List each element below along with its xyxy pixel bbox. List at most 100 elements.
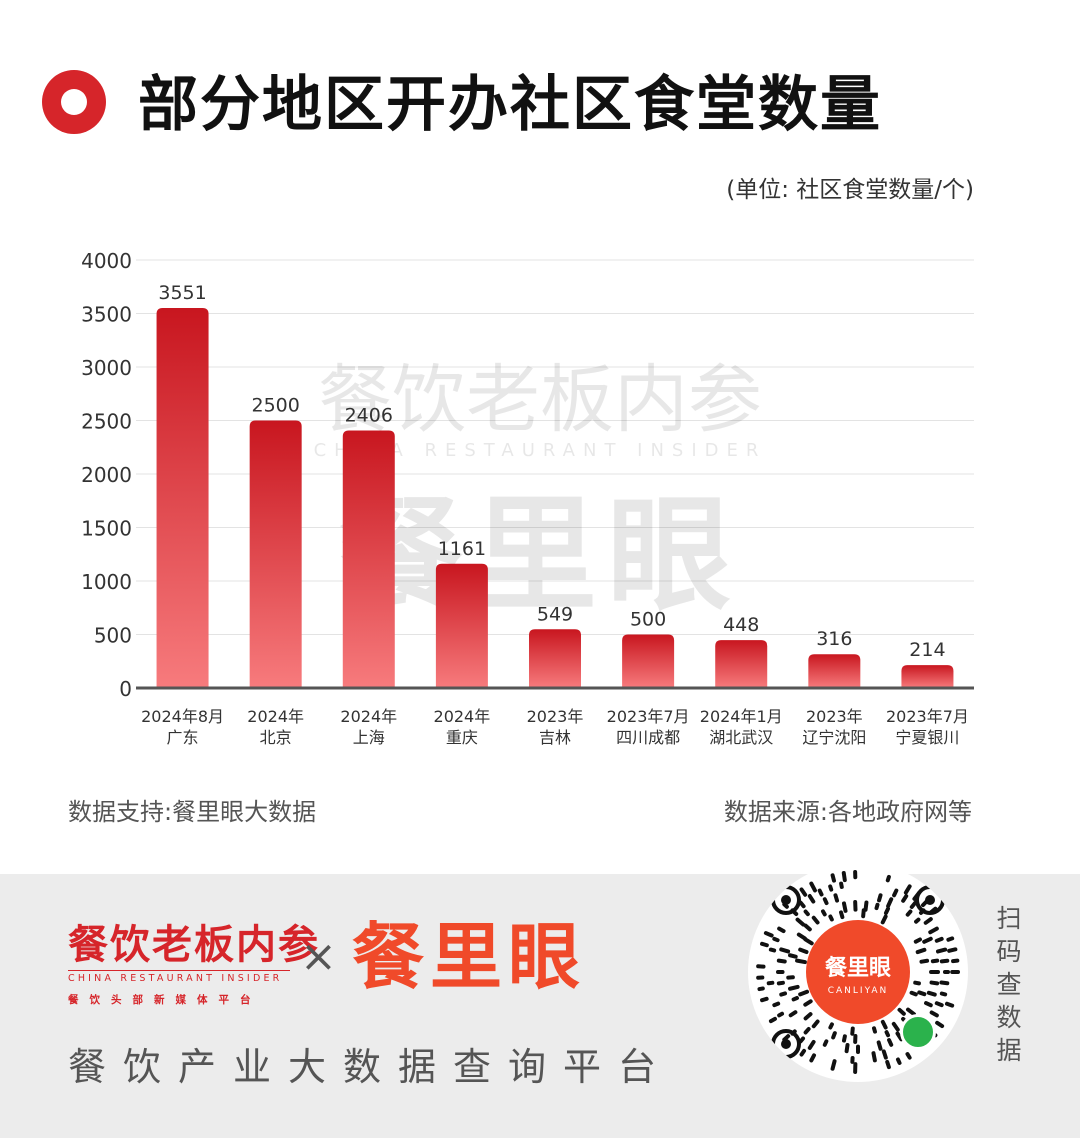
times-sign: × xyxy=(300,931,337,982)
data-labels: 3551 2500 2406 1161 549 500 448 316 214 xyxy=(158,282,945,661)
qr-dash xyxy=(809,1053,817,1063)
qr-dash xyxy=(760,941,769,948)
qr-dash xyxy=(841,1034,847,1043)
qr-dash xyxy=(861,908,866,919)
x-tick-label: 重庆 xyxy=(446,728,478,747)
y-tick-label: 3000 xyxy=(81,356,132,380)
bar xyxy=(622,634,675,688)
qr-dash xyxy=(929,980,940,986)
qr-dash xyxy=(926,990,937,997)
scan-to-query-label: 扫码查数据 xyxy=(996,904,1022,1065)
x-tick-label: 2024年8月 xyxy=(141,707,224,726)
qr-dash xyxy=(841,901,848,913)
x-tick-label: 吉林 xyxy=(539,728,571,747)
qr-dash xyxy=(947,947,958,953)
qr-dash xyxy=(895,1057,902,1065)
qr-dash xyxy=(768,1016,777,1024)
qr-dash xyxy=(872,1026,877,1034)
qr-dash xyxy=(886,897,894,909)
qr-dash xyxy=(833,893,840,903)
qr-dash xyxy=(799,1048,807,1057)
qr-dash xyxy=(922,936,933,944)
qr-dash xyxy=(772,936,780,943)
qr-dash xyxy=(776,980,785,986)
qr-finder xyxy=(771,885,801,915)
bar xyxy=(808,654,861,688)
qr-dash xyxy=(828,914,834,922)
data-support-note: 数据支持:餐里眼大数据 xyxy=(68,798,317,826)
qr-dash xyxy=(909,900,918,910)
qr-dash xyxy=(828,1022,834,1030)
x-tick-label: 四川成都 xyxy=(616,728,680,747)
qr-dash xyxy=(809,881,817,893)
qr-dash xyxy=(929,1010,939,1018)
qr-dash xyxy=(839,881,844,889)
brand-canliyan: 餐里眼 xyxy=(352,915,587,999)
x-tick-label: 湖北武汉 xyxy=(709,728,773,747)
y-tick-label: 2500 xyxy=(81,410,132,434)
qr-dash xyxy=(768,947,777,953)
qr-dash xyxy=(863,900,869,912)
qr-dash xyxy=(803,909,810,917)
title-row: 部分地区开办社区食堂数量 xyxy=(42,62,1042,152)
x-tick-label: 2023年7月 xyxy=(607,707,690,726)
qr-dash xyxy=(839,910,845,920)
bar xyxy=(901,665,954,688)
data-label: 500 xyxy=(630,609,666,631)
y-tick-label: 500 xyxy=(94,624,132,648)
qr-dash xyxy=(935,947,948,954)
y-tick-label: 1500 xyxy=(81,517,132,541)
wechat-mini-program-icon xyxy=(900,1014,936,1050)
qr-dash xyxy=(903,884,912,895)
y-tick-label: 2000 xyxy=(81,463,132,487)
qr-dash xyxy=(803,937,814,946)
qr-dash xyxy=(881,1049,888,1060)
watermark-en: CHINA RESTAURANT INSIDER xyxy=(314,440,767,461)
x-tick-label: 2024年 xyxy=(434,707,491,726)
qr-dash xyxy=(934,1001,944,1008)
qr-dash xyxy=(821,909,827,917)
qr-code[interactable]: 餐里眼 CANLIYAN xyxy=(748,862,968,1082)
bar xyxy=(435,563,488,688)
x-tick-label: 广东 xyxy=(167,728,199,747)
qr-dash xyxy=(777,1011,785,1018)
qr-dash xyxy=(779,991,788,997)
y-tick-label: 4000 xyxy=(81,249,132,273)
qr-dash xyxy=(944,1001,955,1008)
qr-dash xyxy=(757,986,765,992)
data-label: 549 xyxy=(537,603,573,625)
x-tick-label: 2024年1月 xyxy=(700,707,783,726)
qr-dash xyxy=(939,958,950,964)
qr-dash xyxy=(798,947,809,955)
chart-watermark: 餐饮老板内参 CHINA RESTAURANT INSIDER 餐里眼 xyxy=(314,357,767,628)
qr-dash xyxy=(811,915,820,925)
data-label: 214 xyxy=(909,639,945,661)
qr-dash xyxy=(930,958,940,964)
qr-dash xyxy=(892,888,899,898)
qr-dash xyxy=(880,914,888,925)
qr-dash xyxy=(763,931,774,938)
qr-dash xyxy=(798,989,810,997)
y-axis: 0 500 1000 1500 2000 2500 3000 3500 4000 xyxy=(81,249,132,701)
y-tick-label: 3500 xyxy=(81,303,132,327)
qr-dash xyxy=(822,1039,829,1047)
logo-sub: 餐饮头部新媒体平台 xyxy=(68,994,262,1006)
bar xyxy=(715,640,768,688)
bar-chart: 餐饮老板内参 CHINA RESTAURANT INSIDER 餐里眼 0 500… xyxy=(81,249,974,747)
qr-dash xyxy=(772,1001,781,1008)
qr-dash xyxy=(779,947,791,954)
qr-dash xyxy=(811,1019,820,1029)
x-tick-label: 2024年 xyxy=(340,707,397,726)
qr-dash xyxy=(919,958,930,964)
bar xyxy=(529,629,581,688)
qr-dash xyxy=(807,894,816,904)
qr-dash xyxy=(939,991,948,997)
x-tick-label: 辽宁沈阳 xyxy=(802,728,866,747)
qr-dash xyxy=(923,917,933,925)
data-label: 3551 xyxy=(158,282,206,304)
qr-center-logo: 餐里眼 CANLIYAN xyxy=(806,920,910,1024)
qr-dash xyxy=(803,923,812,932)
qr-dash xyxy=(831,1031,837,1040)
qr-dash xyxy=(807,1039,816,1050)
